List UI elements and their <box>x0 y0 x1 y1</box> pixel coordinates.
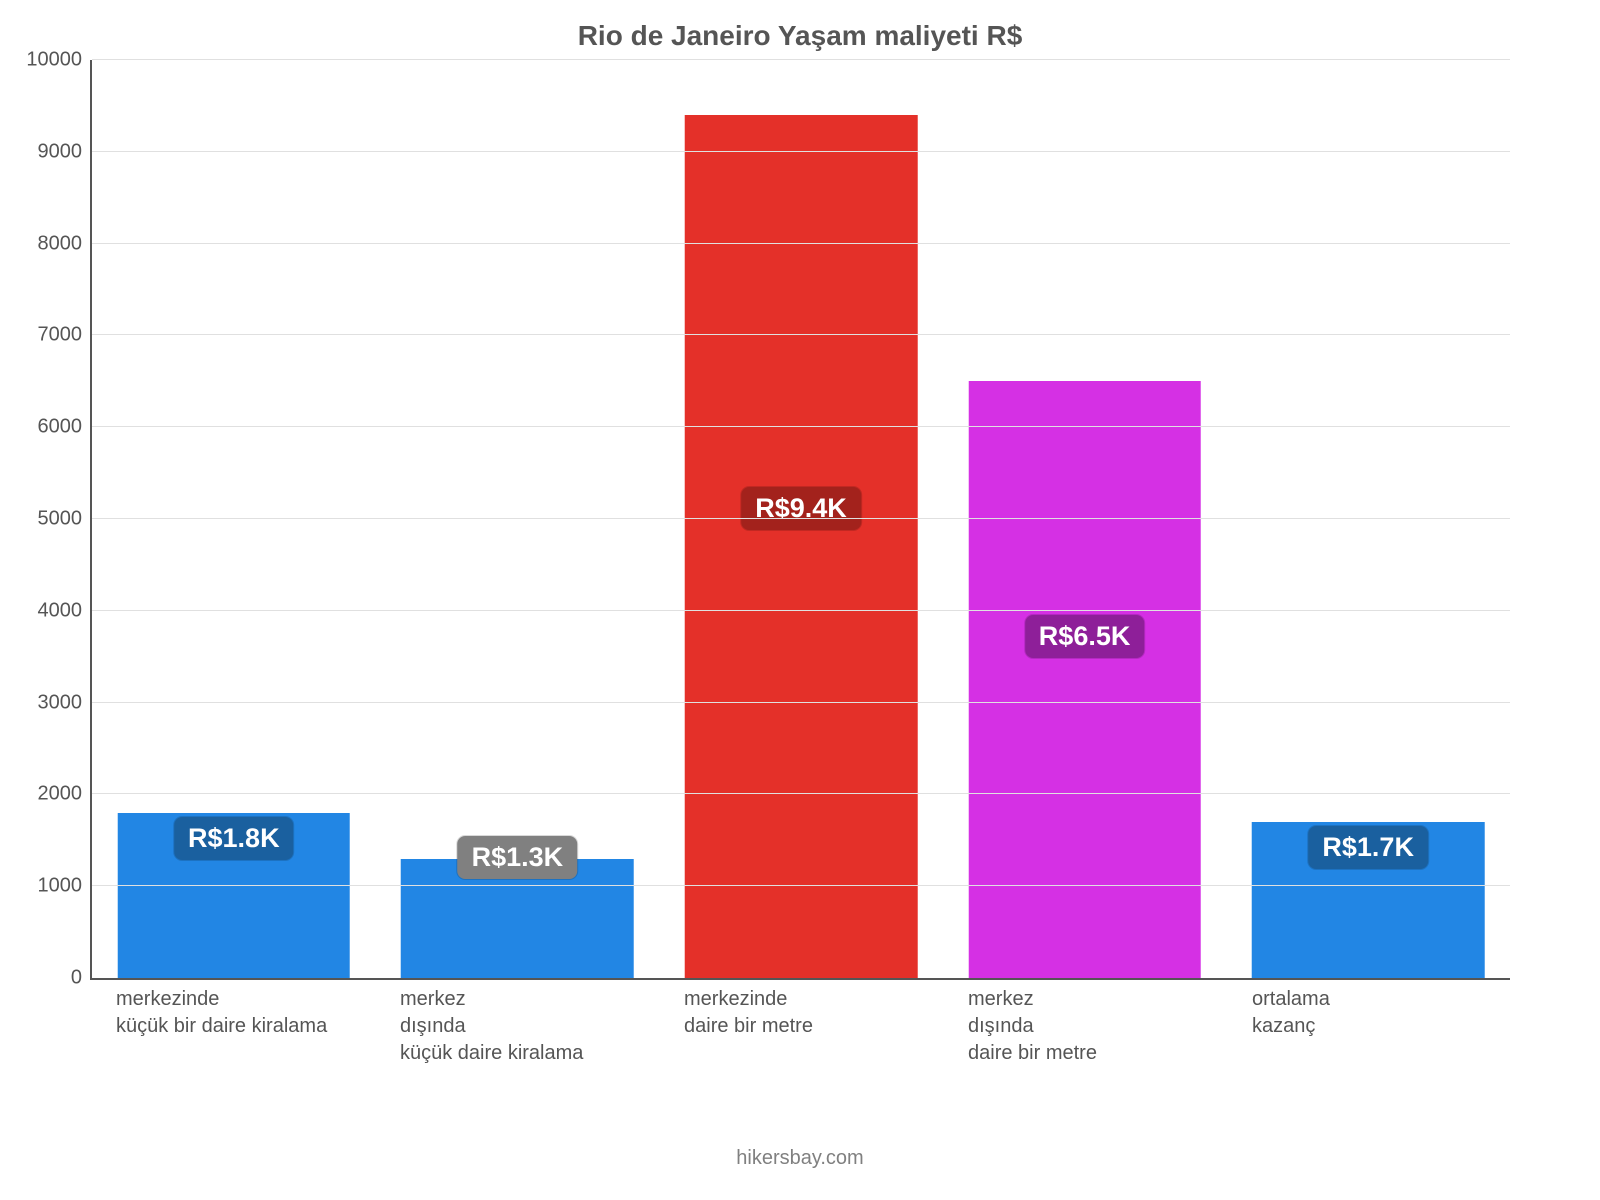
attribution-text: hikersbay.com <box>0 1147 1600 1170</box>
y-tick-label: 1000 <box>38 875 83 898</box>
x-axis-labels: merkezinde küçük bir daire kiralamamerke… <box>90 986 1510 1067</box>
y-tick-label: 6000 <box>38 416 83 439</box>
bars-layer: R$1.8K R$1.3K R$9.4K R$6.5K R$1.7K <box>92 60 1510 978</box>
gridline <box>92 610 1510 611</box>
y-tick-label: 8000 <box>38 232 83 255</box>
value-badge: R$1.3K <box>458 836 578 879</box>
y-tick-label: 2000 <box>38 783 83 806</box>
value-badge: R$1.8K <box>174 817 294 860</box>
gridline <box>92 243 1510 244</box>
bar <box>968 381 1201 978</box>
gridline <box>92 793 1510 794</box>
y-tick-label: 3000 <box>38 691 83 714</box>
gridline <box>92 702 1510 703</box>
y-tick-label: 5000 <box>38 508 83 531</box>
y-tick-label: 9000 <box>38 140 83 163</box>
chart-title: Rio de Janeiro Yaşam maliyeti R$ <box>90 20 1510 52</box>
gridline <box>92 334 1510 335</box>
bar-slot: R$1.3K <box>376 60 660 978</box>
x-axis-label: merkezinde daire bir metre <box>658 986 942 1067</box>
bar-slot: R$1.8K <box>92 60 376 978</box>
bar-slot: R$9.4K <box>659 60 943 978</box>
bar <box>685 115 918 978</box>
y-tick-label: 10000 <box>26 49 82 72</box>
x-axis-label: merkez dışında daire bir metre <box>942 986 1226 1067</box>
bar-slot: R$1.7K <box>1226 60 1510 978</box>
gridline <box>92 518 1510 519</box>
value-badge: R$6.5K <box>1025 615 1145 658</box>
chart-container: Rio de Janeiro Yaşam maliyeti R$ R$1.8KR… <box>90 20 1510 1080</box>
value-badge: R$9.4K <box>741 487 861 530</box>
gridline <box>92 885 1510 886</box>
y-tick-label: 0 <box>71 967 82 990</box>
x-axis-label: merkez dışında küçük daire kiralama <box>374 986 658 1067</box>
x-axis-label: ortalama kazanç <box>1226 986 1510 1067</box>
gridline <box>92 59 1510 60</box>
value-badge: R$1.7K <box>1308 826 1428 869</box>
gridline <box>92 151 1510 152</box>
plot-area: R$1.8KR$1.3KR$9.4KR$6.5KR$1.7K 010002000… <box>90 60 1510 980</box>
x-axis-label: merkezinde küçük bir daire kiralama <box>90 986 374 1067</box>
gridline <box>92 426 1510 427</box>
bar-slot: R$6.5K <box>943 60 1227 978</box>
y-tick-label: 7000 <box>38 324 83 347</box>
y-tick-label: 4000 <box>38 599 83 622</box>
